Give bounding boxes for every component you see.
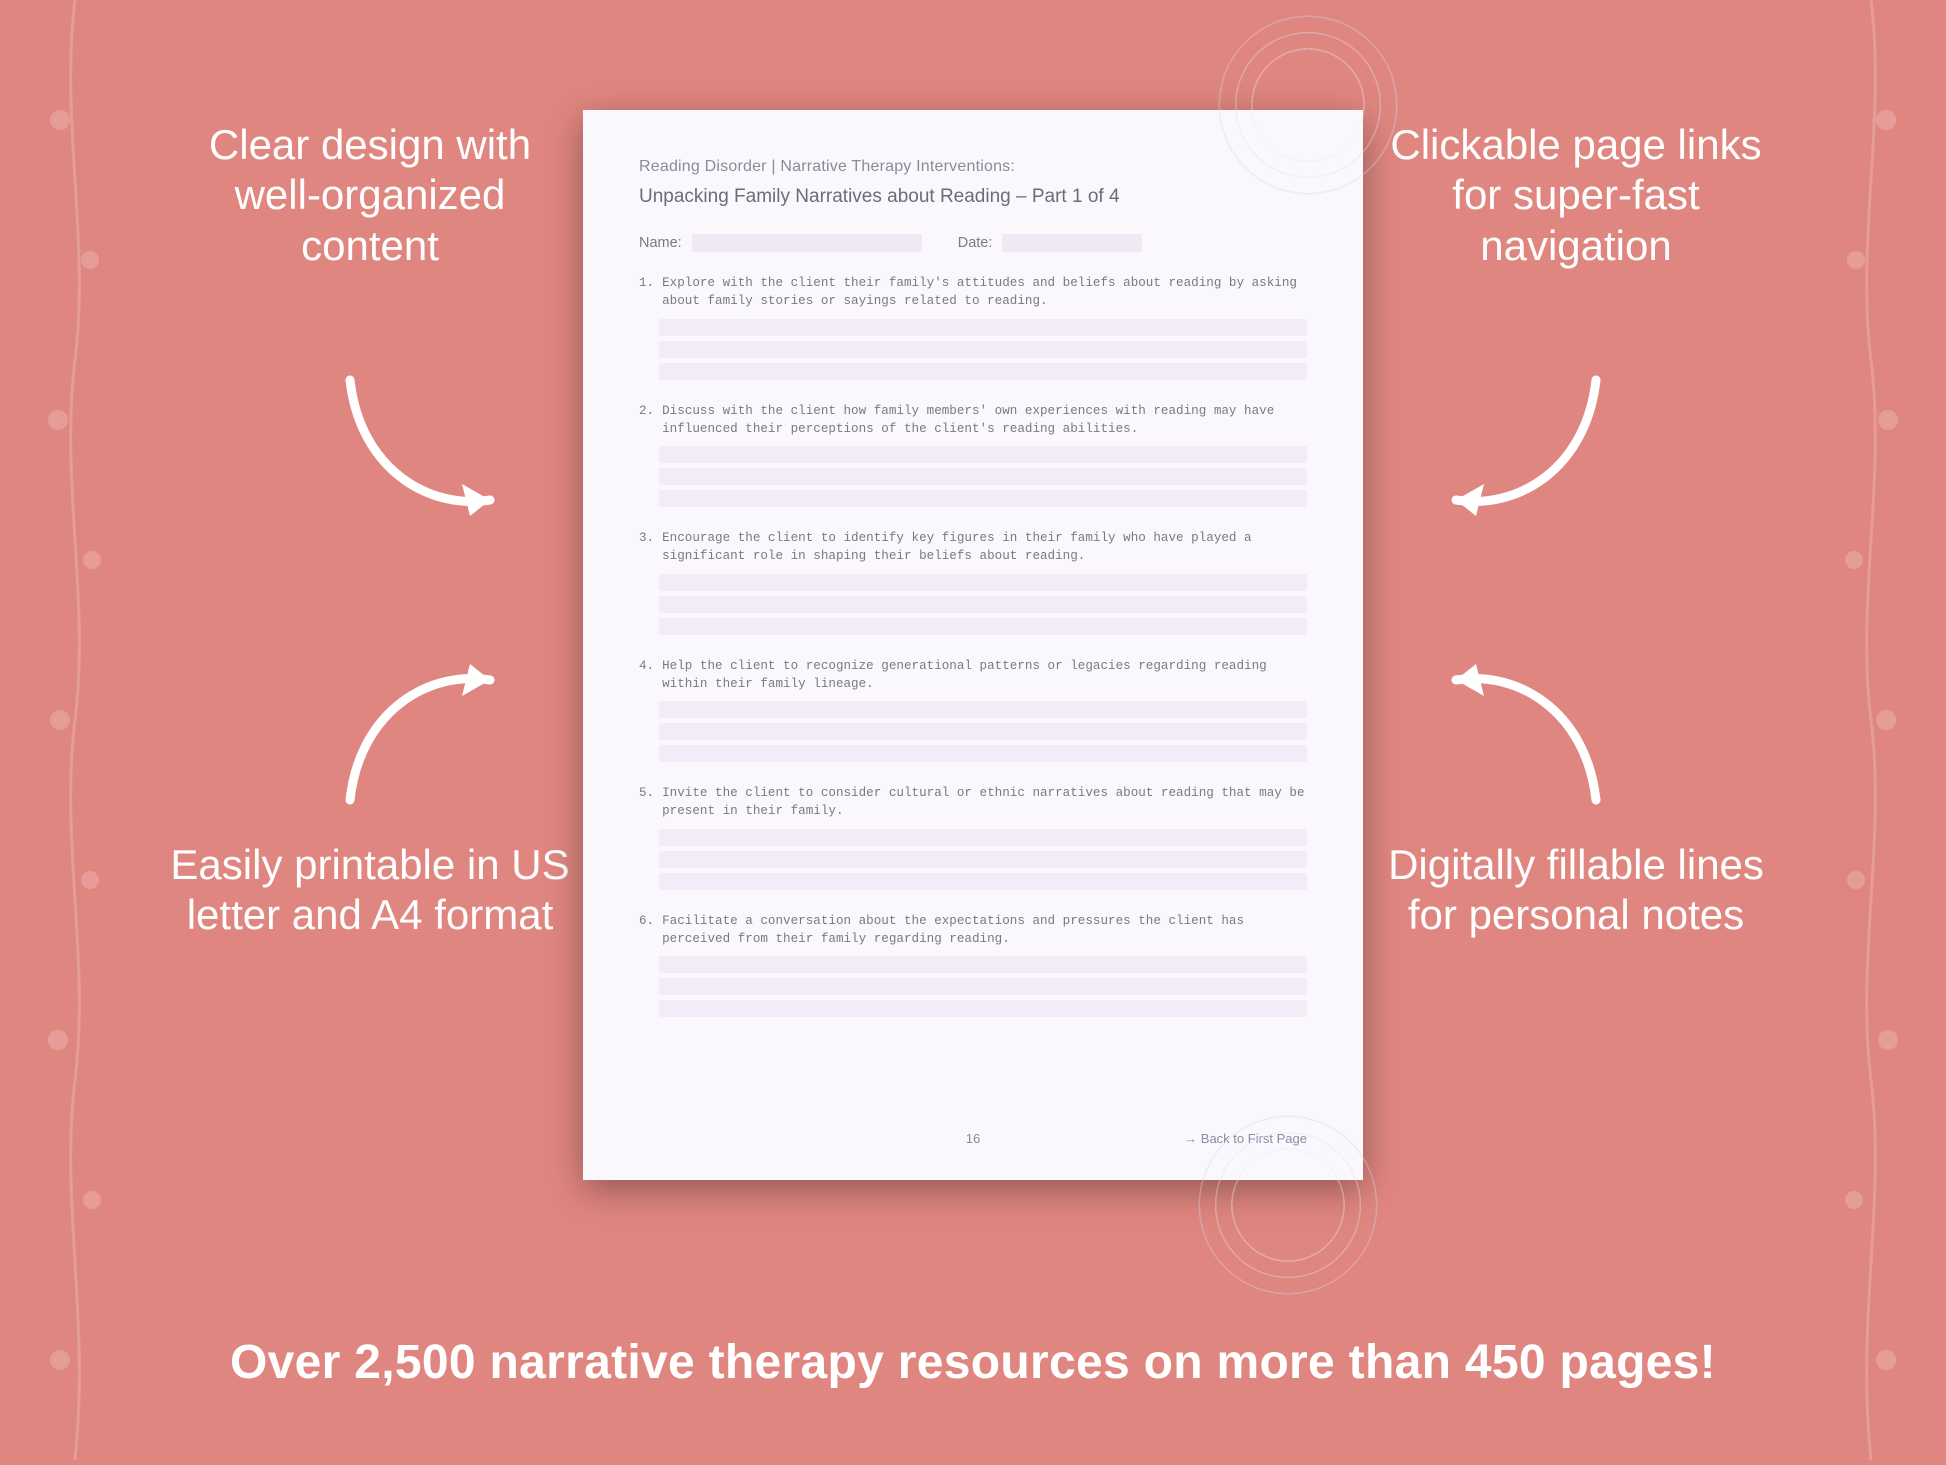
date-input[interactable] [1002,234,1142,252]
meta-row: Name: Date: [639,234,1307,252]
floral-left-decoration [30,0,120,1460]
question: 1.Explore with the client their family's… [639,274,1307,311]
worksheet-page: Reading Disorder | Narrative Therapy Int… [583,110,1363,1180]
question: 6.Facilitate a conversation about the ex… [639,912,1307,949]
answer-lines[interactable] [659,829,1307,890]
arrow-bottom-right-icon [1426,630,1626,830]
arrow-top-left-icon [320,350,520,550]
arrow-bottom-left-icon [320,630,520,830]
questions-list: 1.Explore with the client their family's… [639,274,1307,1017]
bottom-banner: Over 2,500 narrative therapy resources o… [0,1335,1946,1390]
answer-lines[interactable] [659,956,1307,1017]
callout-top-right: Clickable page links for super-fast navi… [1376,120,1776,271]
page-number: 16 [966,1131,980,1146]
callout-top-left: Clear design with well-organized content [170,120,570,271]
date-label: Date: [958,235,993,251]
callout-bottom-left: Easily printable in US letter and A4 for… [170,840,570,941]
answer-lines[interactable] [659,319,1307,380]
answer-lines[interactable] [659,701,1307,762]
question: 4.Help the client to recognize generatio… [639,657,1307,694]
answer-lines[interactable] [659,574,1307,635]
question: 5.Invite the client to consider cultural… [639,784,1307,821]
name-input[interactable] [692,234,922,252]
doc-category: Reading Disorder | Narrative Therapy Int… [639,158,1307,176]
callout-bottom-right: Digitally fillable lines for personal no… [1376,840,1776,941]
arrow-top-right-icon [1426,350,1626,550]
back-to-first-page-link[interactable]: → Back to First Page [1184,1131,1307,1146]
name-label: Name: [639,235,682,251]
answer-lines[interactable] [659,446,1307,507]
question: 2.Discuss with the client how family mem… [639,402,1307,439]
floral-right-decoration [1826,0,1916,1460]
page-footer: 16 → Back to First Page [639,1131,1307,1146]
question: 3.Encourage the client to identify key f… [639,529,1307,566]
doc-title: Unpacking Family Narratives about Readin… [639,186,1307,208]
